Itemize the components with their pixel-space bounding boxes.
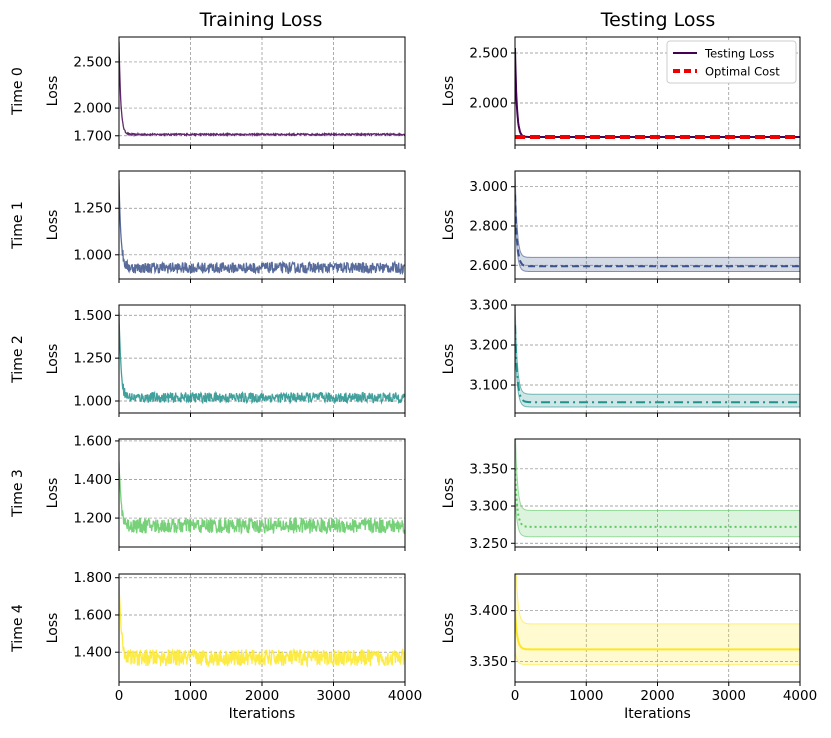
legend-label-testing: Testing Loss (704, 47, 774, 61)
y-axis-label: Loss (45, 76, 61, 107)
y-tick-label: 1.250 (73, 201, 112, 217)
x-tick-label: 3000 (712, 688, 746, 704)
y-axis-label: Loss (45, 210, 61, 241)
row-label: Time 0 (10, 67, 26, 116)
y-tick-label: 1.400 (73, 472, 112, 488)
y-tick-label: 3.100 (469, 378, 508, 394)
y-tick-label: 3.250 (469, 536, 508, 552)
y-tick-label: 3.200 (469, 338, 508, 354)
testing-loss-band (515, 171, 800, 272)
testing-loss-band (515, 574, 800, 666)
x-tick-label: 3000 (316, 688, 350, 704)
y-tick-label: 1.700 (73, 128, 112, 144)
y-tick-label: 3.000 (469, 179, 508, 195)
y-tick-label: 3.350 (469, 461, 508, 477)
training-loss-series (119, 179, 405, 276)
row-label: Time 2 (10, 335, 26, 384)
y-tick-label: 3.350 (469, 654, 508, 670)
y-tick-label: 1.200 (73, 511, 112, 527)
y-tick-label: 2.600 (469, 258, 508, 274)
y-tick-label: 3.400 (469, 603, 508, 619)
x-axis-label: Iterations (229, 706, 296, 722)
x-tick-label: 0 (115, 688, 124, 704)
y-axis-label: Loss (441, 344, 457, 375)
row-label: Time 4 (10, 604, 26, 653)
row-label: Time 3 (10, 469, 26, 518)
y-tick-label: 1.000 (73, 394, 112, 410)
testing-loss-line (515, 194, 800, 268)
y-axis-label: Loss (45, 478, 61, 509)
legend-label-optimal: Optimal Cost (705, 65, 780, 79)
col-title-testing: Testing Loss (600, 9, 716, 31)
y-tick-label: 1.600 (73, 433, 112, 449)
y-axis-label: Loss (441, 76, 457, 107)
x-tick-label: 4000 (783, 688, 817, 704)
y-tick-label: 2.500 (73, 54, 112, 70)
y-axis-label: Loss (45, 613, 61, 644)
row-label: Time 1 (10, 201, 26, 250)
y-tick-label: 1.250 (73, 351, 112, 367)
x-tick-label: 2000 (640, 688, 674, 704)
y-tick-label: 2.000 (469, 96, 508, 112)
y-tick-label: 1.400 (73, 645, 112, 661)
training-loss-series (119, 576, 405, 668)
y-axis-label: Loss (441, 478, 457, 509)
x-tick-label: 2000 (245, 688, 279, 704)
y-axis-label: Loss (45, 344, 61, 375)
y-tick-label: 3.300 (469, 298, 508, 314)
testing-loss-line (515, 324, 800, 404)
testing-loss-band (515, 439, 800, 538)
x-tick-label: 1000 (569, 688, 603, 704)
training-loss-series (119, 41, 405, 138)
y-axis-label: Loss (441, 210, 457, 241)
testing-loss-line (515, 610, 800, 651)
testing-loss-band (515, 305, 800, 408)
y-tick-label: 2.800 (469, 218, 508, 234)
y-tick-label: 2.500 (469, 46, 508, 62)
y-tick-label: 1.800 (73, 570, 112, 586)
y-tick-label: 2.000 (73, 101, 112, 117)
testing-loss-line (515, 468, 800, 528)
legend-box (666, 40, 797, 84)
x-tick-label: 4000 (388, 688, 422, 704)
y-tick-label: 1.000 (73, 247, 112, 263)
col-title-training: Training Loss (199, 9, 323, 31)
x-axis-label: Iterations (624, 706, 691, 722)
y-tick-label: 3.300 (469, 499, 508, 515)
x-tick-label: 1000 (173, 688, 207, 704)
y-axis-label: Loss (441, 613, 457, 644)
y-tick-label: 1.500 (73, 308, 112, 324)
training-loss-series (119, 461, 405, 535)
y-tick-label: 1.600 (73, 607, 112, 623)
training-loss-series (119, 312, 405, 405)
x-tick-label: 0 (511, 688, 520, 704)
